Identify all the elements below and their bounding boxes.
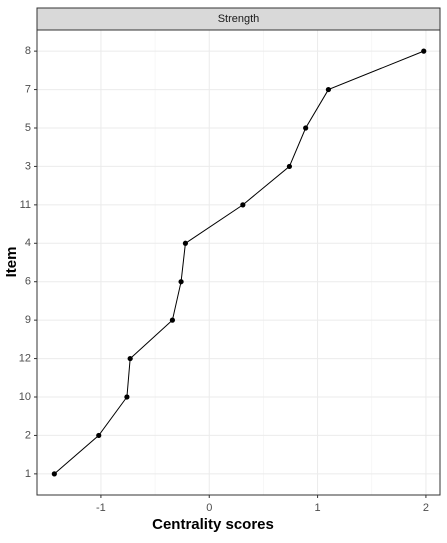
x-tick-label: 1 — [315, 502, 321, 514]
y-tick-label: 9 — [25, 314, 31, 326]
panel — [37, 30, 440, 495]
point — [124, 394, 130, 400]
point — [51, 471, 57, 477]
x-tick-label: -1 — [96, 502, 106, 514]
point — [303, 125, 309, 131]
panel-border — [36, 29, 441, 496]
point — [325, 86, 332, 93]
y-tick-label: 5 — [25, 122, 31, 134]
y-tick-label: 7 — [25, 83, 31, 95]
strip-label: Strength — [218, 13, 260, 25]
point — [169, 317, 176, 323]
point — [182, 240, 189, 246]
y-tick-label: 8 — [25, 45, 31, 57]
point — [96, 432, 102, 439]
y-tick-label: 2 — [25, 429, 31, 441]
line — [54, 50, 424, 475]
x-tick-label: 2 — [423, 502, 429, 514]
point — [127, 355, 133, 362]
x-axis-title: Centrality scores — [152, 516, 274, 533]
y-tick-label: 1 — [25, 468, 31, 480]
x-tick-label: 0 — [206, 502, 212, 514]
y-tick-label: 4 — [25, 237, 31, 249]
point — [240, 202, 246, 208]
y-tick-label: 6 — [25, 276, 31, 288]
y-tick-label: 10 — [19, 391, 31, 403]
point — [286, 163, 293, 170]
y-tick-label: 12 — [19, 352, 31, 364]
y-tick-label: 11 — [20, 199, 31, 211]
y-axis-title: Item — [3, 247, 20, 278]
point — [421, 48, 427, 54]
y-tick-label: 3 — [25, 160, 31, 172]
point — [178, 279, 184, 285]
